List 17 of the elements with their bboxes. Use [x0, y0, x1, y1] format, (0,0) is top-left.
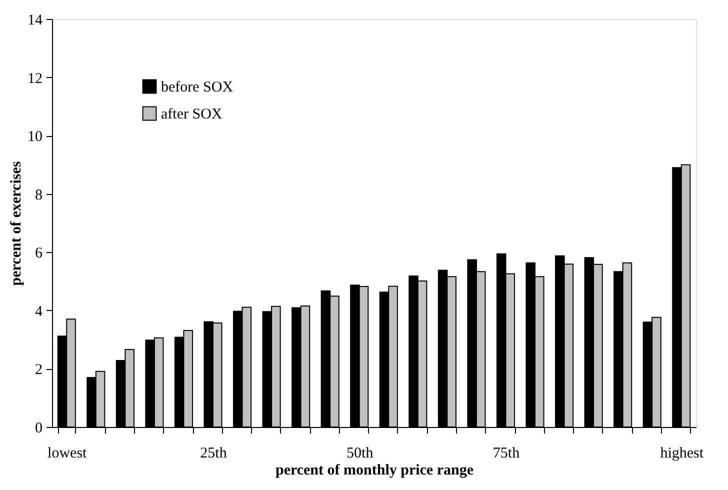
y-tick-label: 4	[35, 304, 43, 320]
legend-label: before SOX	[161, 80, 234, 96]
y-tick-label: 0	[35, 420, 42, 436]
x-tick-label: 50th	[346, 446, 374, 462]
x-tick-label: 25th	[200, 446, 228, 462]
x-tick-label: 75th	[492, 446, 520, 462]
legend-label: after SOX	[161, 106, 222, 122]
y-axis-title: percent of exercises	[8, 161, 24, 286]
y-tick-label: 2	[35, 362, 42, 378]
y-tick-label: 14	[28, 12, 43, 28]
x-tick-label: highest	[660, 446, 704, 462]
x-axis-title: percent of monthly price range	[275, 462, 474, 478]
y-tick-label: 10	[28, 129, 42, 146]
x-tick-label: lowest	[48, 446, 88, 462]
y-tick-label: 6	[35, 246, 43, 262]
y-tick-label: 8	[35, 187, 42, 204]
y-tick-label: 12	[28, 70, 42, 87]
